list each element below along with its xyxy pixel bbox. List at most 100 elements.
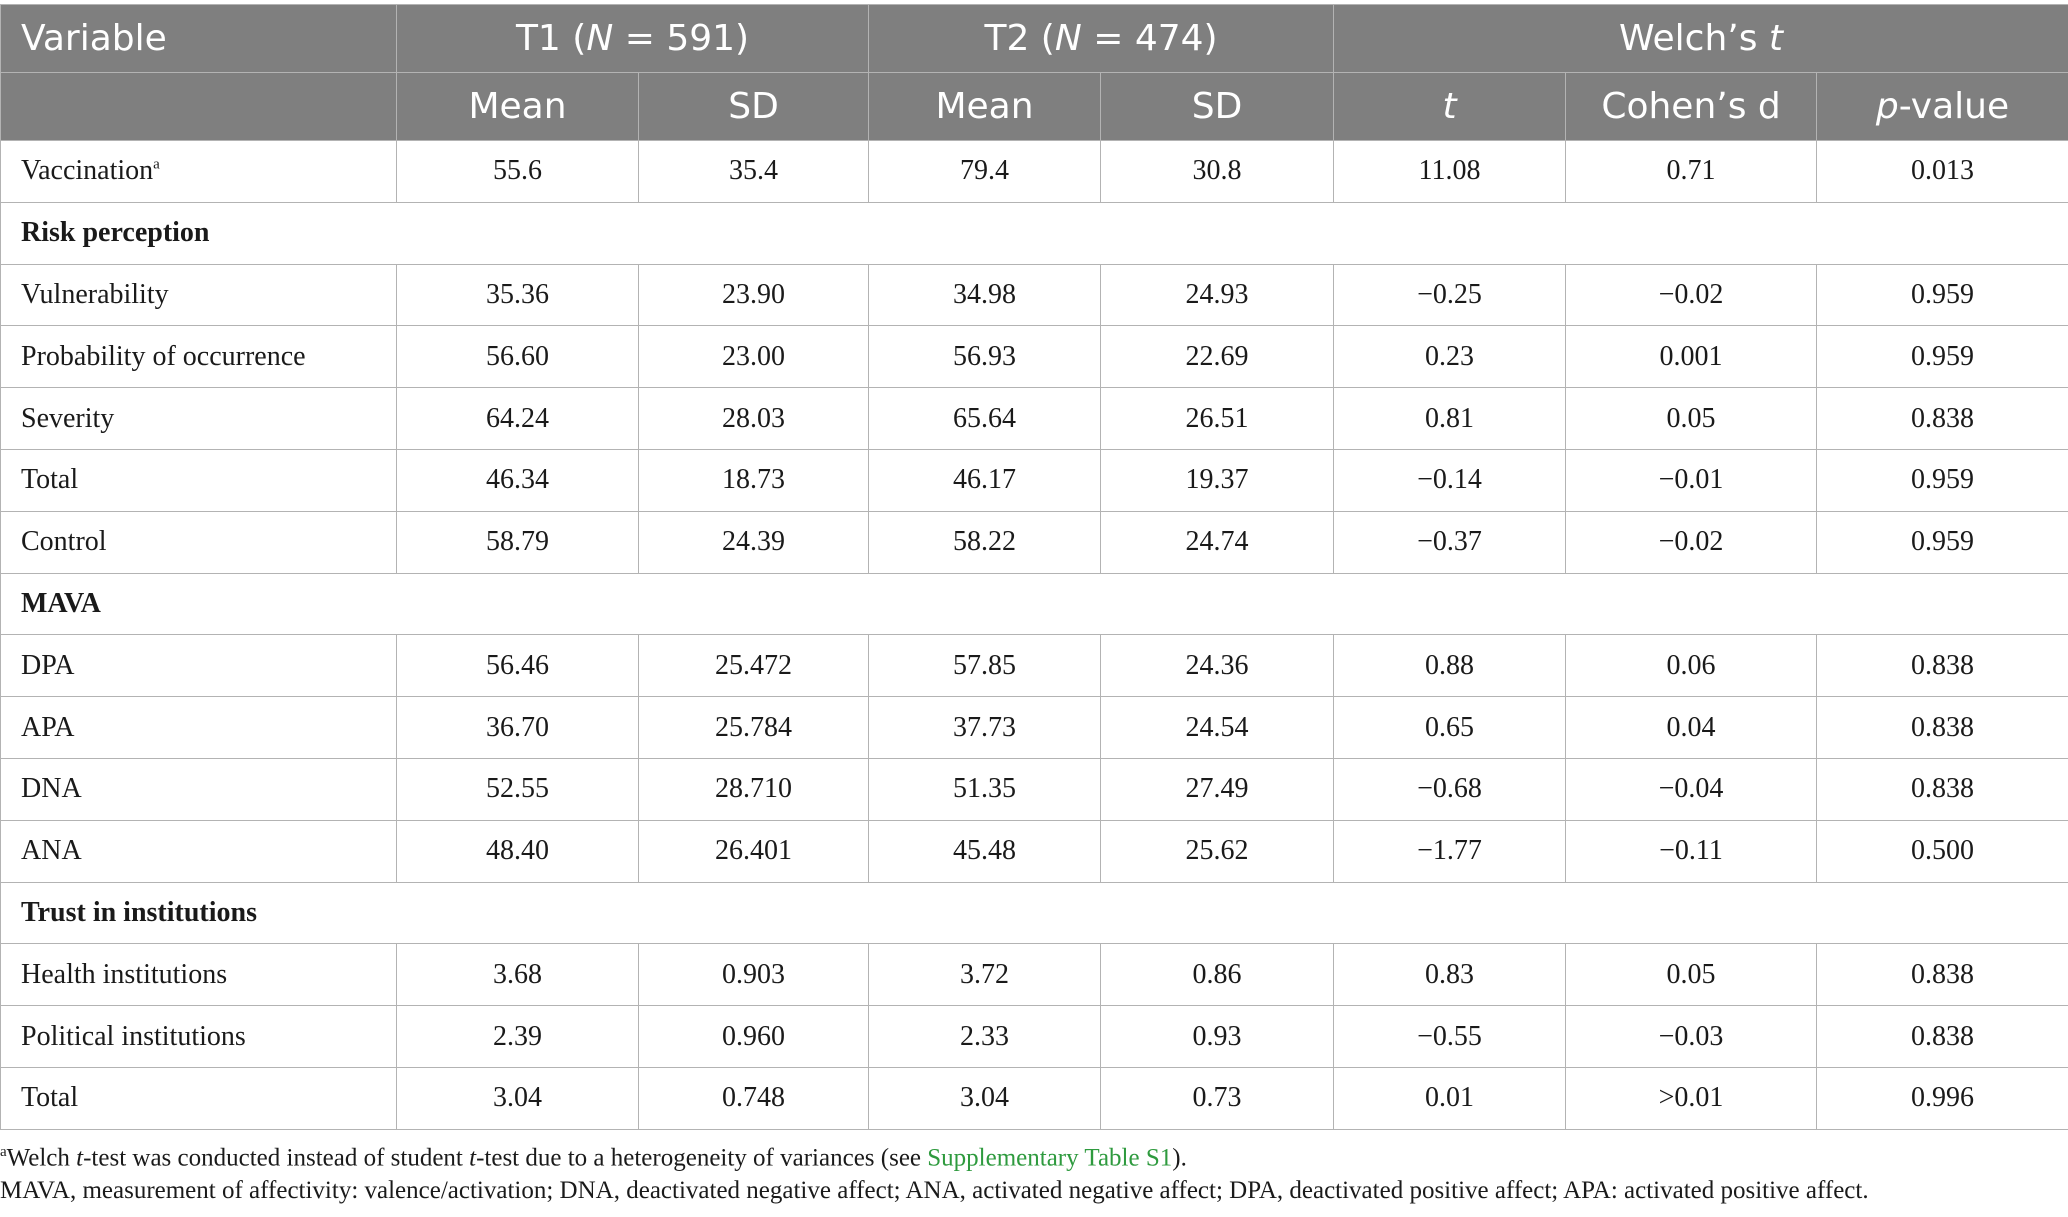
p-value-cell: 0.959 bbox=[1816, 510, 2068, 574]
footnote-marker: a bbox=[153, 157, 160, 174]
t-cell: 0.83 bbox=[1333, 943, 1567, 1007]
section-label: Trust in institutions bbox=[0, 881, 2068, 945]
table-row: Control 58.79 24.39 58.22 24.74 −0.37 −0.02 0.9… bbox=[0, 510, 2068, 574]
p-value-cell: 0.838 bbox=[1816, 387, 2068, 450]
t1-mean-cell: 58.79 bbox=[396, 510, 639, 574]
table-row: Vulnerability 35.36 23.90 34.98 24.93 −0.25 −0… bbox=[0, 263, 2068, 327]
t-cell: −0.68 bbox=[1333, 757, 1567, 821]
t2-sd-cell: 30.8 bbox=[1100, 140, 1335, 203]
section-row: Trust in institutions bbox=[0, 881, 2068, 945]
table-row: Vaccinationa 55.6 35.4 79.4 30.8 11.08 0.71 0.0… bbox=[0, 140, 2068, 203]
header-row-1: Variable T1 (N = 591) T2 (N = 474) Welch… bbox=[0, 4, 2068, 73]
header-row-2: Mean SD Mean SD t Cohen’s d p-value bbox=[0, 72, 2068, 141]
cohens-d-cell: 0.06 bbox=[1565, 634, 1818, 698]
t-cell: −0.25 bbox=[1333, 263, 1567, 327]
t-cell: 0.23 bbox=[1333, 325, 1567, 389]
t2-sd-cell: 24.93 bbox=[1100, 263, 1335, 327]
cohens-d-cell: 0.05 bbox=[1565, 943, 1818, 1007]
t-cell: 0.88 bbox=[1333, 634, 1567, 698]
t2-sd-cell: 24.54 bbox=[1100, 696, 1335, 759]
cohens-d-cell: −0.11 bbox=[1565, 819, 1818, 883]
p-value-cell: 0.838 bbox=[1816, 1005, 2068, 1068]
table-row: Severity 64.24 28.03 65.64 26.51 0.81 0.05 0.83… bbox=[0, 387, 2068, 450]
welch-header: Welch’s t bbox=[1333, 4, 2068, 73]
t2-sd-cell: 27.49 bbox=[1100, 757, 1335, 821]
section-label: Risk perception bbox=[0, 201, 2068, 265]
t1-mean-cell: 56.46 bbox=[396, 634, 639, 698]
cohens-d-cell: −0.03 bbox=[1565, 1005, 1818, 1068]
t2-mean-cell: 45.48 bbox=[868, 819, 1102, 883]
t2-sd-cell: 0.73 bbox=[1100, 1066, 1335, 1130]
variable-cell: DPA bbox=[0, 634, 397, 698]
t2-mean-cell: 65.64 bbox=[868, 387, 1102, 450]
cohens-d-cell: −0.04 bbox=[1565, 757, 1818, 821]
table-row: Total 46.34 18.73 46.17 19.37 −0.14 −0.01 0.959 bbox=[0, 448, 2068, 512]
cohens-d-cell: −0.02 bbox=[1565, 263, 1818, 327]
variable-cell: Political institutions bbox=[0, 1005, 397, 1068]
t-cell: −1.77 bbox=[1333, 819, 1567, 883]
t1-mean-cell: 56.60 bbox=[396, 325, 639, 389]
p-value-cell: 0.959 bbox=[1816, 325, 2068, 389]
t1-sd-cell: 28.03 bbox=[637, 387, 870, 450]
t-cell: 11.08 bbox=[1333, 140, 1567, 203]
p-value-cell: 0.838 bbox=[1816, 634, 2068, 698]
t2-sd-cell: 24.36 bbox=[1100, 634, 1335, 698]
t1-mean-cell: 48.40 bbox=[396, 819, 639, 883]
cohens-d-cell: >0.01 bbox=[1565, 1066, 1818, 1130]
variable-cell: APA bbox=[0, 696, 397, 759]
t1-mean-cell: 55.6 bbox=[396, 140, 639, 203]
cohens-d-cell: 0.71 bbox=[1565, 140, 1818, 203]
table-row: Political institutions 2.39 0.960 2.33 0.93−… bbox=[0, 1005, 2068, 1068]
cohens-d-cell: 0.001 bbox=[1565, 325, 1818, 389]
variable-cell: Health institutions bbox=[0, 943, 397, 1007]
p-value-cell: 0.838 bbox=[1816, 696, 2068, 759]
variable-cell: Control bbox=[0, 510, 397, 574]
p-value-cell: 0.500 bbox=[1816, 819, 2068, 883]
t2-mean-cell: 58.22 bbox=[868, 510, 1102, 574]
t1-sd-cell: 0.903 bbox=[637, 943, 870, 1007]
table-row: DPA 56.46 25.472 57.85 24.36 0.88 0.06 0.838 bbox=[0, 634, 2068, 698]
t2-sd-cell: 0.93 bbox=[1100, 1005, 1335, 1068]
t-cell: 0.01 bbox=[1333, 1066, 1567, 1130]
variable-cell: Vulnerability bbox=[0, 263, 397, 327]
t1-mean-cell: 35.36 bbox=[396, 263, 639, 327]
t-cell: 0.65 bbox=[1333, 696, 1567, 759]
table-footnotes: aWelch t-test was conducted instead of s… bbox=[0, 1136, 2068, 1207]
section-row: MAVA bbox=[0, 572, 2068, 636]
p-value-cell: 0.996 bbox=[1816, 1066, 2068, 1130]
t1-mean-cell: 64.24 bbox=[396, 387, 639, 450]
t1-sd-cell: 35.4 bbox=[637, 140, 870, 203]
table-body: Vaccinationa 55.6 35.4 79.4 30.8 11.08 0.71 0.0… bbox=[0, 140, 2068, 1130]
results-table: Variable T1 (N = 591) T2 (N = 474) Welch… bbox=[0, 4, 2068, 1130]
t2-sd-cell: 19.37 bbox=[1100, 448, 1335, 512]
t1-mean-cell: 2.39 bbox=[396, 1005, 639, 1068]
t1-sd-header: SD bbox=[637, 72, 870, 141]
t2-mean-cell: 34.98 bbox=[868, 263, 1102, 327]
t1-mean-cell: 52.55 bbox=[396, 757, 639, 821]
p-value-cell: 0.838 bbox=[1816, 757, 2068, 821]
t2-mean-cell: 3.72 bbox=[868, 943, 1102, 1007]
t2-mean-cell: 37.73 bbox=[868, 696, 1102, 759]
t2-mean-cell: 51.35 bbox=[868, 757, 1102, 821]
supplementary-table-link[interactable]: Supplementary Table S1 bbox=[927, 1144, 1173, 1172]
section-label: MAVA bbox=[0, 572, 2068, 636]
t-cell: −0.55 bbox=[1333, 1005, 1567, 1068]
t1-mean-cell: 3.04 bbox=[396, 1066, 639, 1130]
variable-cell: Total bbox=[0, 1066, 397, 1130]
empty-header-cell bbox=[0, 72, 397, 141]
t2-mean-header: Mean bbox=[868, 72, 1102, 141]
variable-cell: Total bbox=[0, 448, 397, 512]
t-cell: −0.14 bbox=[1333, 448, 1567, 512]
variable-header: Variable bbox=[0, 4, 397, 73]
t1-header: T1 (N = 591) bbox=[395, 4, 870, 73]
p-value-cell: 0.959 bbox=[1816, 448, 2068, 512]
t1-mean-cell: 3.68 bbox=[396, 943, 639, 1007]
t2-header: T2 (N = 474) bbox=[868, 4, 1335, 73]
cohens-d-header: Cohen’s d bbox=[1565, 72, 1818, 141]
variable-cell: Probability of occurrence bbox=[0, 325, 397, 389]
t2-mean-cell: 3.04 bbox=[868, 1066, 1102, 1130]
t1-sd-cell: 0.748 bbox=[637, 1066, 870, 1130]
footnote-a: aWelch t-test was conducted instead of s… bbox=[0, 1144, 1187, 1172]
cohens-d-cell: 0.04 bbox=[1565, 696, 1818, 759]
footnote-marker: a bbox=[0, 1144, 7, 1160]
